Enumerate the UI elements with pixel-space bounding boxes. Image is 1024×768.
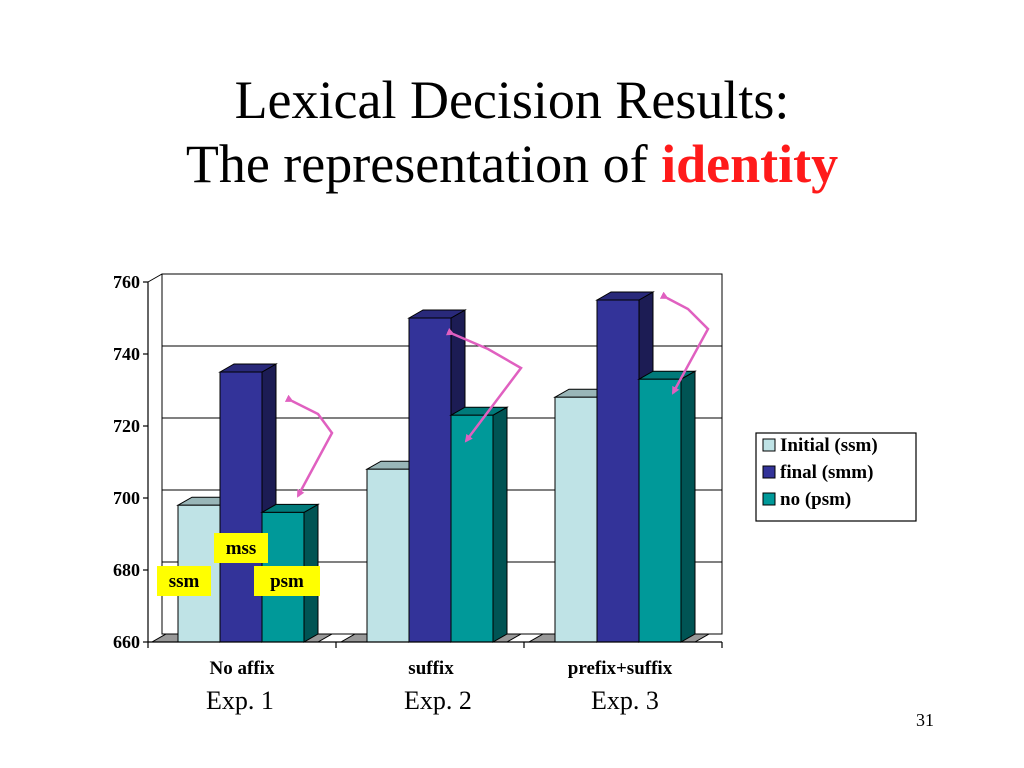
y-tick-label: 660 xyxy=(113,632,140,652)
legend-label: no (psm) xyxy=(780,489,851,510)
y-tick-label: 700 xyxy=(113,488,140,508)
axis-depth-line xyxy=(147,273,163,283)
bar-front-face xyxy=(219,371,263,643)
page-number: 31 xyxy=(916,710,934,730)
bar-front-face xyxy=(366,468,410,643)
x-tick-label: No affix xyxy=(210,658,275,679)
y-tick-label: 680 xyxy=(113,560,140,580)
annotation-background xyxy=(214,533,268,563)
annotation-text: mss xyxy=(226,538,257,559)
bar-front-face xyxy=(554,396,598,643)
slide-title: Lexical Decision Results: The representa… xyxy=(0,68,1024,196)
legend-label: final (smm) xyxy=(780,462,873,483)
title-line-2: The representation of identity xyxy=(0,132,1024,196)
bar-front-face xyxy=(596,299,640,643)
annotation-text: ssm xyxy=(169,571,200,592)
y-tick-label: 740 xyxy=(113,344,140,364)
bar xyxy=(218,363,278,643)
legend-box xyxy=(755,432,917,522)
legend: Initial (ssm) final (smm) no (psm) xyxy=(755,432,917,522)
pink-arrow xyxy=(445,327,523,443)
bar-side-face xyxy=(680,370,696,643)
experiment-label-1: Exp. 1 xyxy=(206,686,274,715)
bar-side-face xyxy=(492,406,508,643)
annotation-tag: psm xyxy=(254,566,320,596)
annotation-background xyxy=(254,566,320,596)
bar xyxy=(637,370,697,643)
annotation-text: psm xyxy=(270,571,304,592)
title-accent-word: identity xyxy=(661,134,839,194)
experiment-label-3: Exp. 3 xyxy=(591,686,659,715)
bar-front-face xyxy=(408,317,452,643)
legend-swatch xyxy=(762,492,776,506)
annotation-background xyxy=(157,566,211,596)
title-line-2-prefix: The representation of xyxy=(185,134,648,194)
bar xyxy=(449,406,509,643)
annotation-tag: ssm xyxy=(157,566,211,596)
legend-swatch xyxy=(762,465,776,479)
bar-front-face xyxy=(638,378,682,643)
y-tick-label: 760 xyxy=(113,272,140,292)
title-line-1: Lexical Decision Results: xyxy=(234,70,790,130)
y-tick-label: 720 xyxy=(113,416,140,436)
legend-swatch xyxy=(762,438,776,452)
pink-arrow xyxy=(659,291,710,395)
annotation-tag: mss xyxy=(214,533,268,563)
legend-label: Initial (ssm) xyxy=(780,435,878,456)
x-tick-label: suffix xyxy=(408,658,454,679)
pink-arrow xyxy=(284,394,334,498)
bar-front-face xyxy=(450,414,494,643)
x-tick-label: prefix+suffix xyxy=(568,658,673,679)
experiment-label-2: Exp. 2 xyxy=(404,686,472,715)
